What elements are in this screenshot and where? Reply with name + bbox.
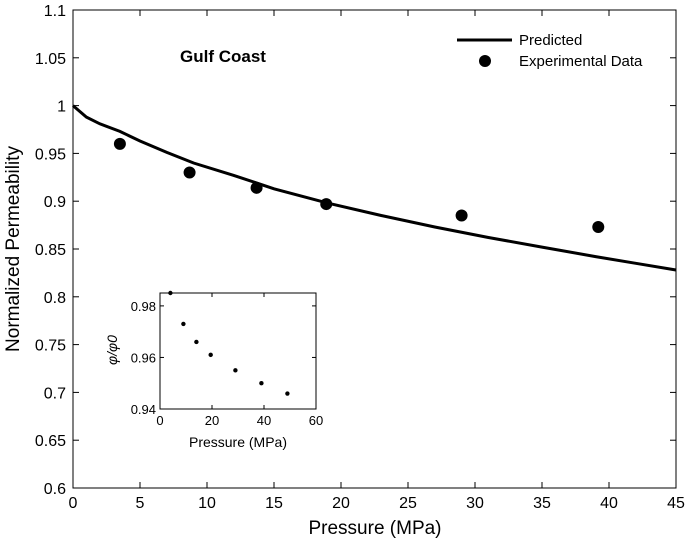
inset-x-tick-label: 0 bbox=[156, 413, 163, 428]
experimental-point bbox=[455, 209, 468, 222]
inset-points bbox=[168, 290, 290, 396]
y-tick-label: 0.85 bbox=[35, 242, 66, 259]
gulf-coast-annotation: Gulf Coast bbox=[180, 47, 266, 66]
x-tick-label: 20 bbox=[332, 495, 350, 512]
inset-x-tick-label: 20 bbox=[205, 413, 219, 428]
y-tick-label: 0.8 bbox=[44, 290, 66, 307]
y-tick-label: 0.65 bbox=[35, 433, 66, 450]
x-tick-label: 5 bbox=[136, 495, 145, 512]
inset-y-axis-label: φ/φ0 bbox=[104, 335, 120, 365]
x-tick-label: 30 bbox=[466, 495, 484, 512]
main-tick-labels: 0 5 10 15 20 25 30 35 40 450.60.650.70.750.80.850… bbox=[35, 3, 685, 512]
inset-point bbox=[285, 391, 290, 396]
legend-predicted-label: Predicted bbox=[519, 32, 582, 49]
y-tick-label: 0.75 bbox=[35, 338, 66, 355]
inset-axis-ticks bbox=[159, 293, 317, 410]
experimental-point bbox=[250, 181, 263, 194]
inset-tick-labels: 0 20 40 60 0.94 0.96 0.98 bbox=[131, 299, 324, 428]
x-axis-label: Pressure (MPa) bbox=[308, 518, 441, 539]
predicted-line bbox=[72, 104, 677, 272]
inset-point bbox=[259, 381, 264, 386]
y-tick-label: 0.9 bbox=[44, 194, 66, 211]
inset-y-tick-label: 0.94 bbox=[131, 402, 156, 417]
legend-experimental-label: Experimental Data bbox=[519, 53, 643, 70]
experimental-point bbox=[320, 198, 333, 211]
inset-point bbox=[208, 352, 213, 358]
experimental-point bbox=[183, 166, 196, 179]
inset-chart: 0 20 40 60 0.94 0.96 0.98 Pressure (MPa) φ/φ0 bbox=[104, 290, 324, 450]
y-tick-label: 1.05 bbox=[35, 51, 66, 68]
experimental-point bbox=[592, 221, 605, 234]
inset-point bbox=[194, 339, 199, 345]
y-tick-label: 0.7 bbox=[44, 385, 66, 402]
main-axis-ticks bbox=[72, 9, 677, 489]
y-tick-label: 0.95 bbox=[35, 146, 66, 163]
x-tick-label: 40 bbox=[600, 495, 618, 512]
inset-x-tick-label: 60 bbox=[309, 413, 323, 428]
inset-point bbox=[181, 321, 186, 327]
y-tick-label: 1.1 bbox=[44, 3, 66, 20]
inset-point bbox=[168, 290, 173, 296]
experimental-point bbox=[113, 137, 126, 150]
inset-x-tick-label: 40 bbox=[257, 413, 271, 428]
x-tick-label: 25 bbox=[399, 495, 417, 512]
x-tick-label: 35 bbox=[533, 495, 551, 512]
x-tick-label: 0 bbox=[69, 495, 78, 512]
inset-y-tick-label: 0.96 bbox=[131, 350, 156, 365]
x-tick-label: 45 bbox=[667, 495, 685, 512]
y-tick-label: 1 bbox=[57, 99, 66, 116]
legend-experimental-swatch bbox=[479, 55, 491, 67]
inset-y-tick-label: 0.98 bbox=[131, 299, 156, 314]
inset-point bbox=[233, 368, 238, 373]
x-tick-label: 10 bbox=[198, 495, 216, 512]
experimental-points bbox=[113, 137, 605, 234]
y-axis-label: Normalized Permeability bbox=[3, 146, 24, 352]
x-tick-label: 15 bbox=[265, 495, 283, 512]
y-tick-label: 0.6 bbox=[44, 481, 66, 498]
inset-x-axis-label: Pressure (MPa) bbox=[189, 434, 287, 450]
legend: Predicted Experimental Data bbox=[457, 32, 643, 70]
inset-plot-frame bbox=[159, 292, 317, 410]
